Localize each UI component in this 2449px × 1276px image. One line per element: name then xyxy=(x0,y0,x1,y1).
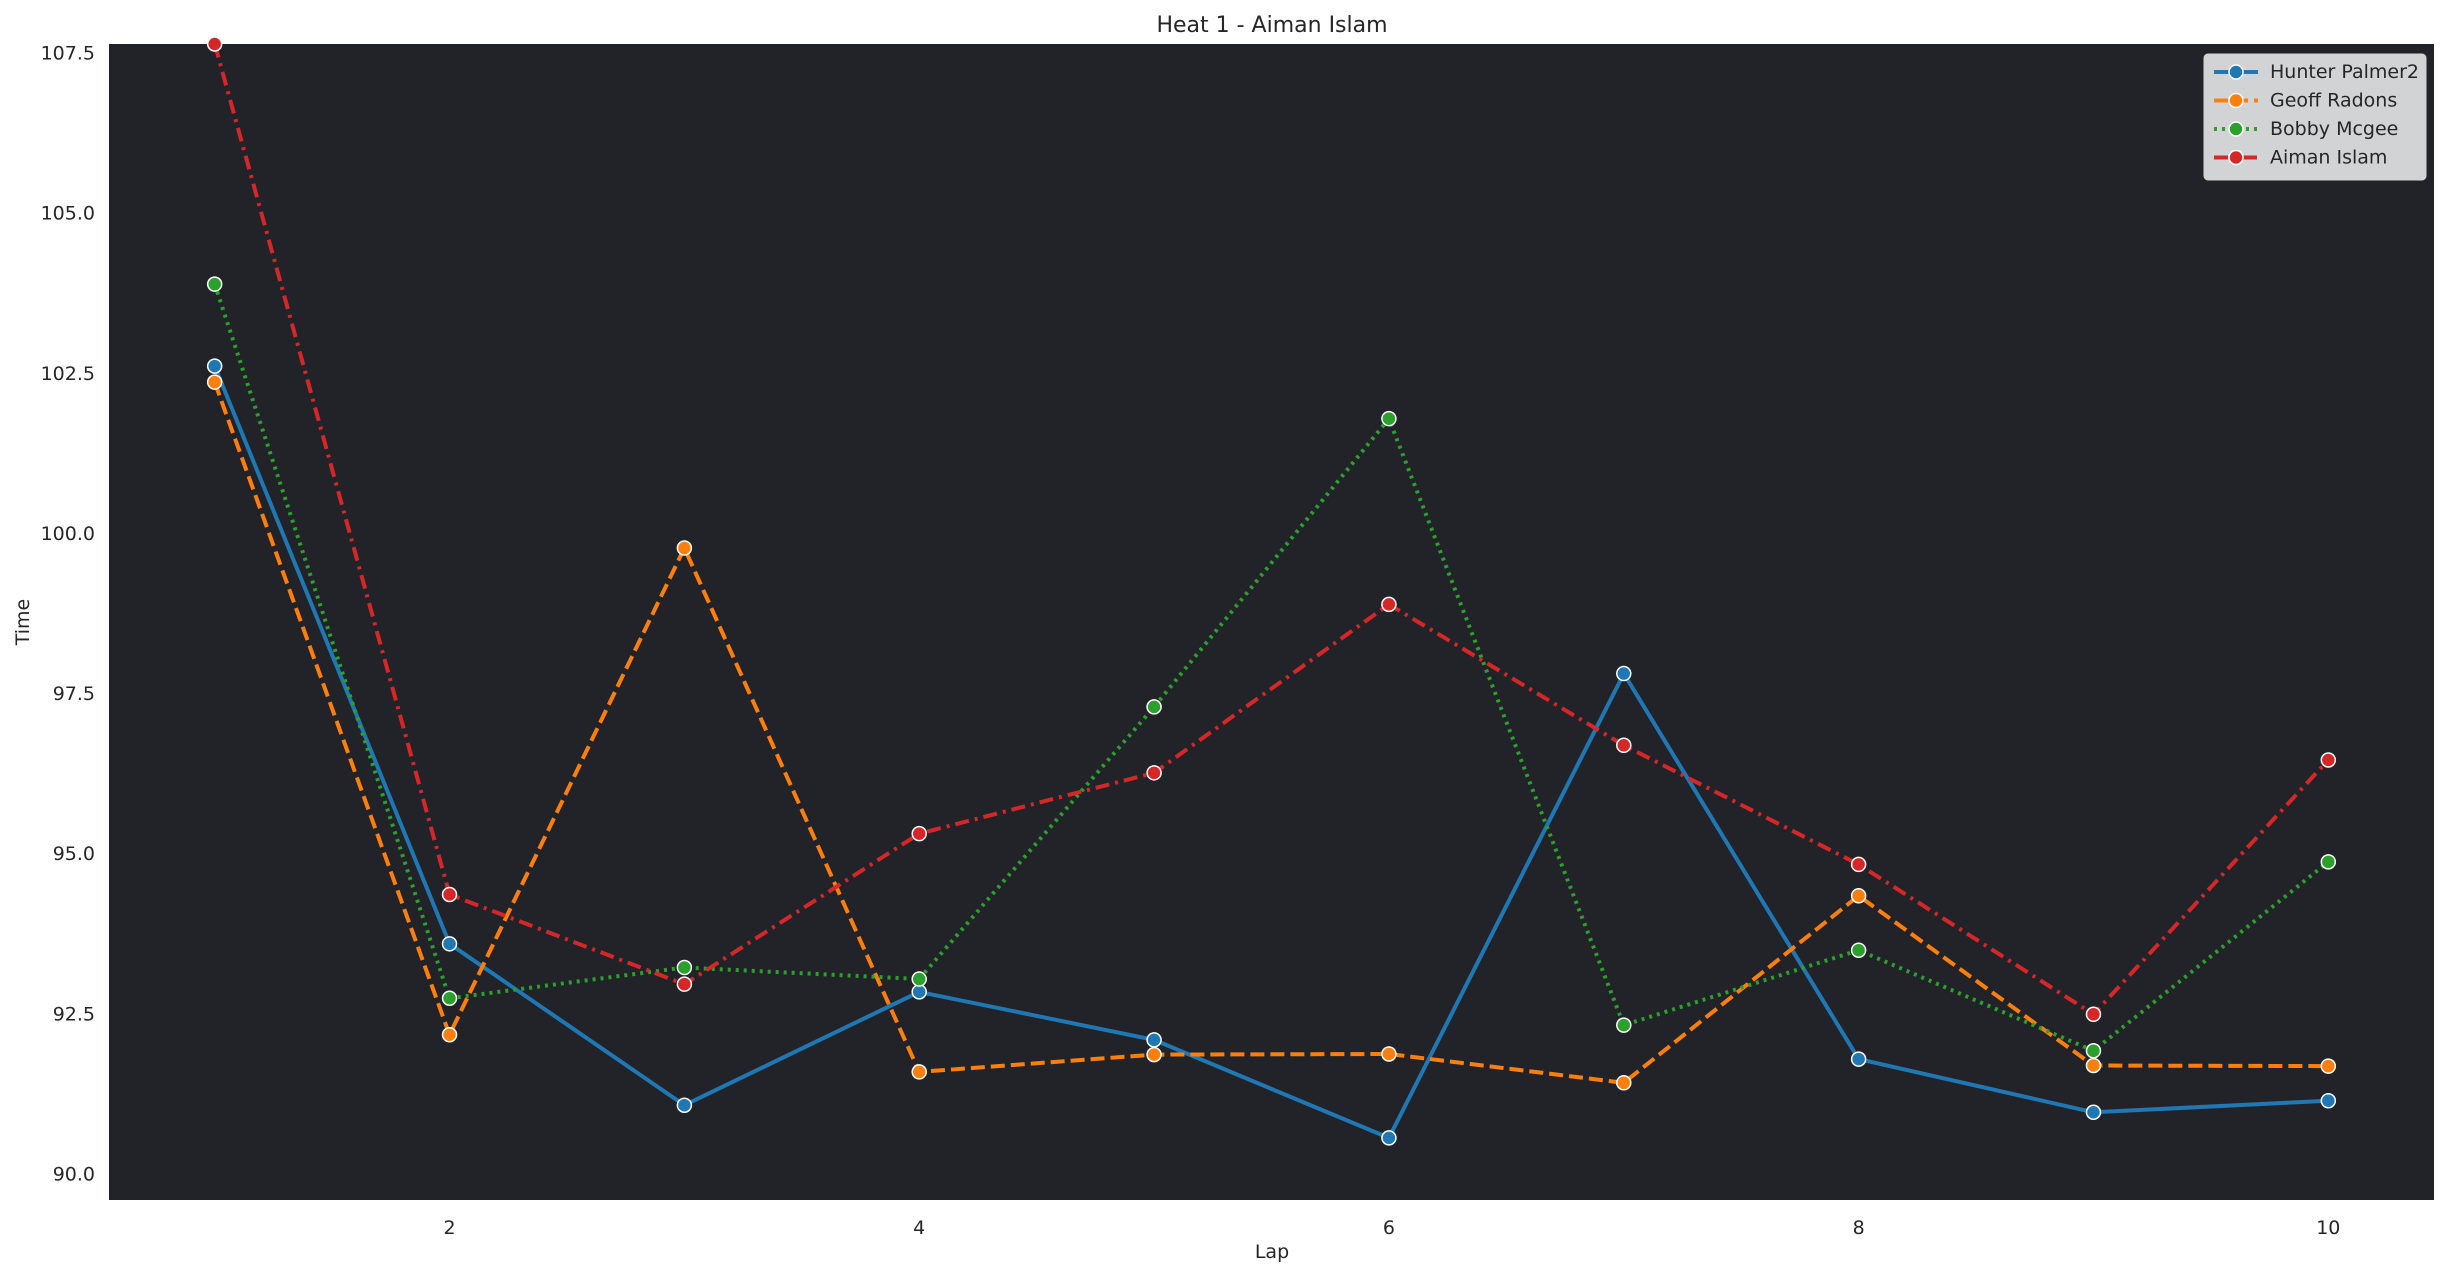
y-axis-ticks: 90.0 92.5 95.0 97.5 100.0 102.5 105.0 107.5 xyxy=(41,43,95,1186)
data-point xyxy=(441,886,458,903)
data-point xyxy=(1381,596,1397,613)
x-tick-label: 2 xyxy=(443,1217,455,1239)
series-line-1 xyxy=(212,365,2329,1140)
chart-title: Heat 1 - Aiman Islam xyxy=(1156,13,1387,38)
data-point xyxy=(1850,888,1867,904)
legend-label: Hunter Palmer2 xyxy=(2270,61,2419,83)
data-point xyxy=(1146,1032,1162,1048)
y-tick-label: 90.0 xyxy=(53,1163,95,1185)
x-axis-label: Lap xyxy=(1255,1241,1289,1263)
data-point xyxy=(676,1097,693,1113)
data-point xyxy=(2085,1043,2102,1059)
data-point xyxy=(441,1027,458,1043)
y-tick-label: 107.5 xyxy=(41,43,95,65)
data-point xyxy=(206,374,223,390)
y-tick-label: 97.5 xyxy=(53,683,95,705)
data-point xyxy=(911,984,927,1000)
data-point xyxy=(1850,856,1867,873)
series-line-2 xyxy=(212,381,2329,1085)
data-point xyxy=(1146,765,1162,781)
data-point xyxy=(2320,752,2337,768)
plot-area xyxy=(109,44,2434,1200)
legend: Hunter Palmer2 Geoff Radons Bobby Mcgee Aim… xyxy=(2203,53,2427,181)
legend-box xyxy=(2203,53,2427,181)
data-point xyxy=(1381,410,1397,427)
data-point xyxy=(911,1064,927,1080)
data-point xyxy=(1616,737,1632,754)
data-point xyxy=(1146,699,1162,715)
legend-label: Aiman Islam xyxy=(2270,147,2387,169)
data-point xyxy=(206,36,223,52)
data-point xyxy=(206,358,223,374)
legend-marker xyxy=(2228,121,2244,137)
x-tick-label: 6 xyxy=(1383,1217,1395,1239)
data-point xyxy=(2320,1058,2337,1074)
y-tick-label: 95.0 xyxy=(53,843,95,865)
legend-marker xyxy=(2228,92,2244,109)
data-point xyxy=(1381,1046,1397,1062)
x-tick-label: 4 xyxy=(913,1217,925,1239)
legend-marker xyxy=(2228,64,2244,80)
data-point xyxy=(1146,1046,1162,1063)
data-point xyxy=(1616,665,1632,682)
data-point xyxy=(676,976,693,992)
data-point xyxy=(1616,1075,1632,1091)
data-point xyxy=(441,936,458,952)
y-axis-label: Time xyxy=(12,599,34,647)
x-tick-label: 10 xyxy=(2316,1217,2340,1239)
legend-marker xyxy=(2228,149,2244,166)
legend-label: Geoff Radons xyxy=(2270,90,2397,112)
data-point xyxy=(676,540,693,556)
y-tick-label: 105.0 xyxy=(41,203,95,225)
data-point xyxy=(206,276,223,292)
data-point xyxy=(1850,1051,1867,1067)
data-point xyxy=(911,971,927,987)
y-tick-label: 100.0 xyxy=(41,523,95,545)
x-axis-ticks: 2 4 6 8 10 xyxy=(443,1217,2340,1239)
series-markers xyxy=(206,36,2337,1146)
data-point xyxy=(2085,1057,2102,1074)
data-point xyxy=(2085,1006,2102,1023)
x-tick-label: 8 xyxy=(1853,1217,1865,1239)
data-point xyxy=(676,959,693,976)
legend-label: Bobby Mcgee xyxy=(2270,118,2398,140)
data-point xyxy=(1381,1130,1397,1146)
data-point xyxy=(2320,854,2337,870)
series-lines xyxy=(212,43,2330,1140)
y-tick-label: 92.5 xyxy=(53,1003,95,1025)
data-point xyxy=(1850,942,1867,958)
series-line-3 xyxy=(212,283,2330,1053)
data-point xyxy=(2085,1104,2102,1121)
data-point xyxy=(2320,1092,2337,1109)
y-tick-label: 102.5 xyxy=(41,363,95,385)
data-point xyxy=(441,990,458,1007)
series-line-4 xyxy=(212,43,2330,1017)
data-point xyxy=(1616,1017,1632,1033)
data-point xyxy=(911,825,927,842)
